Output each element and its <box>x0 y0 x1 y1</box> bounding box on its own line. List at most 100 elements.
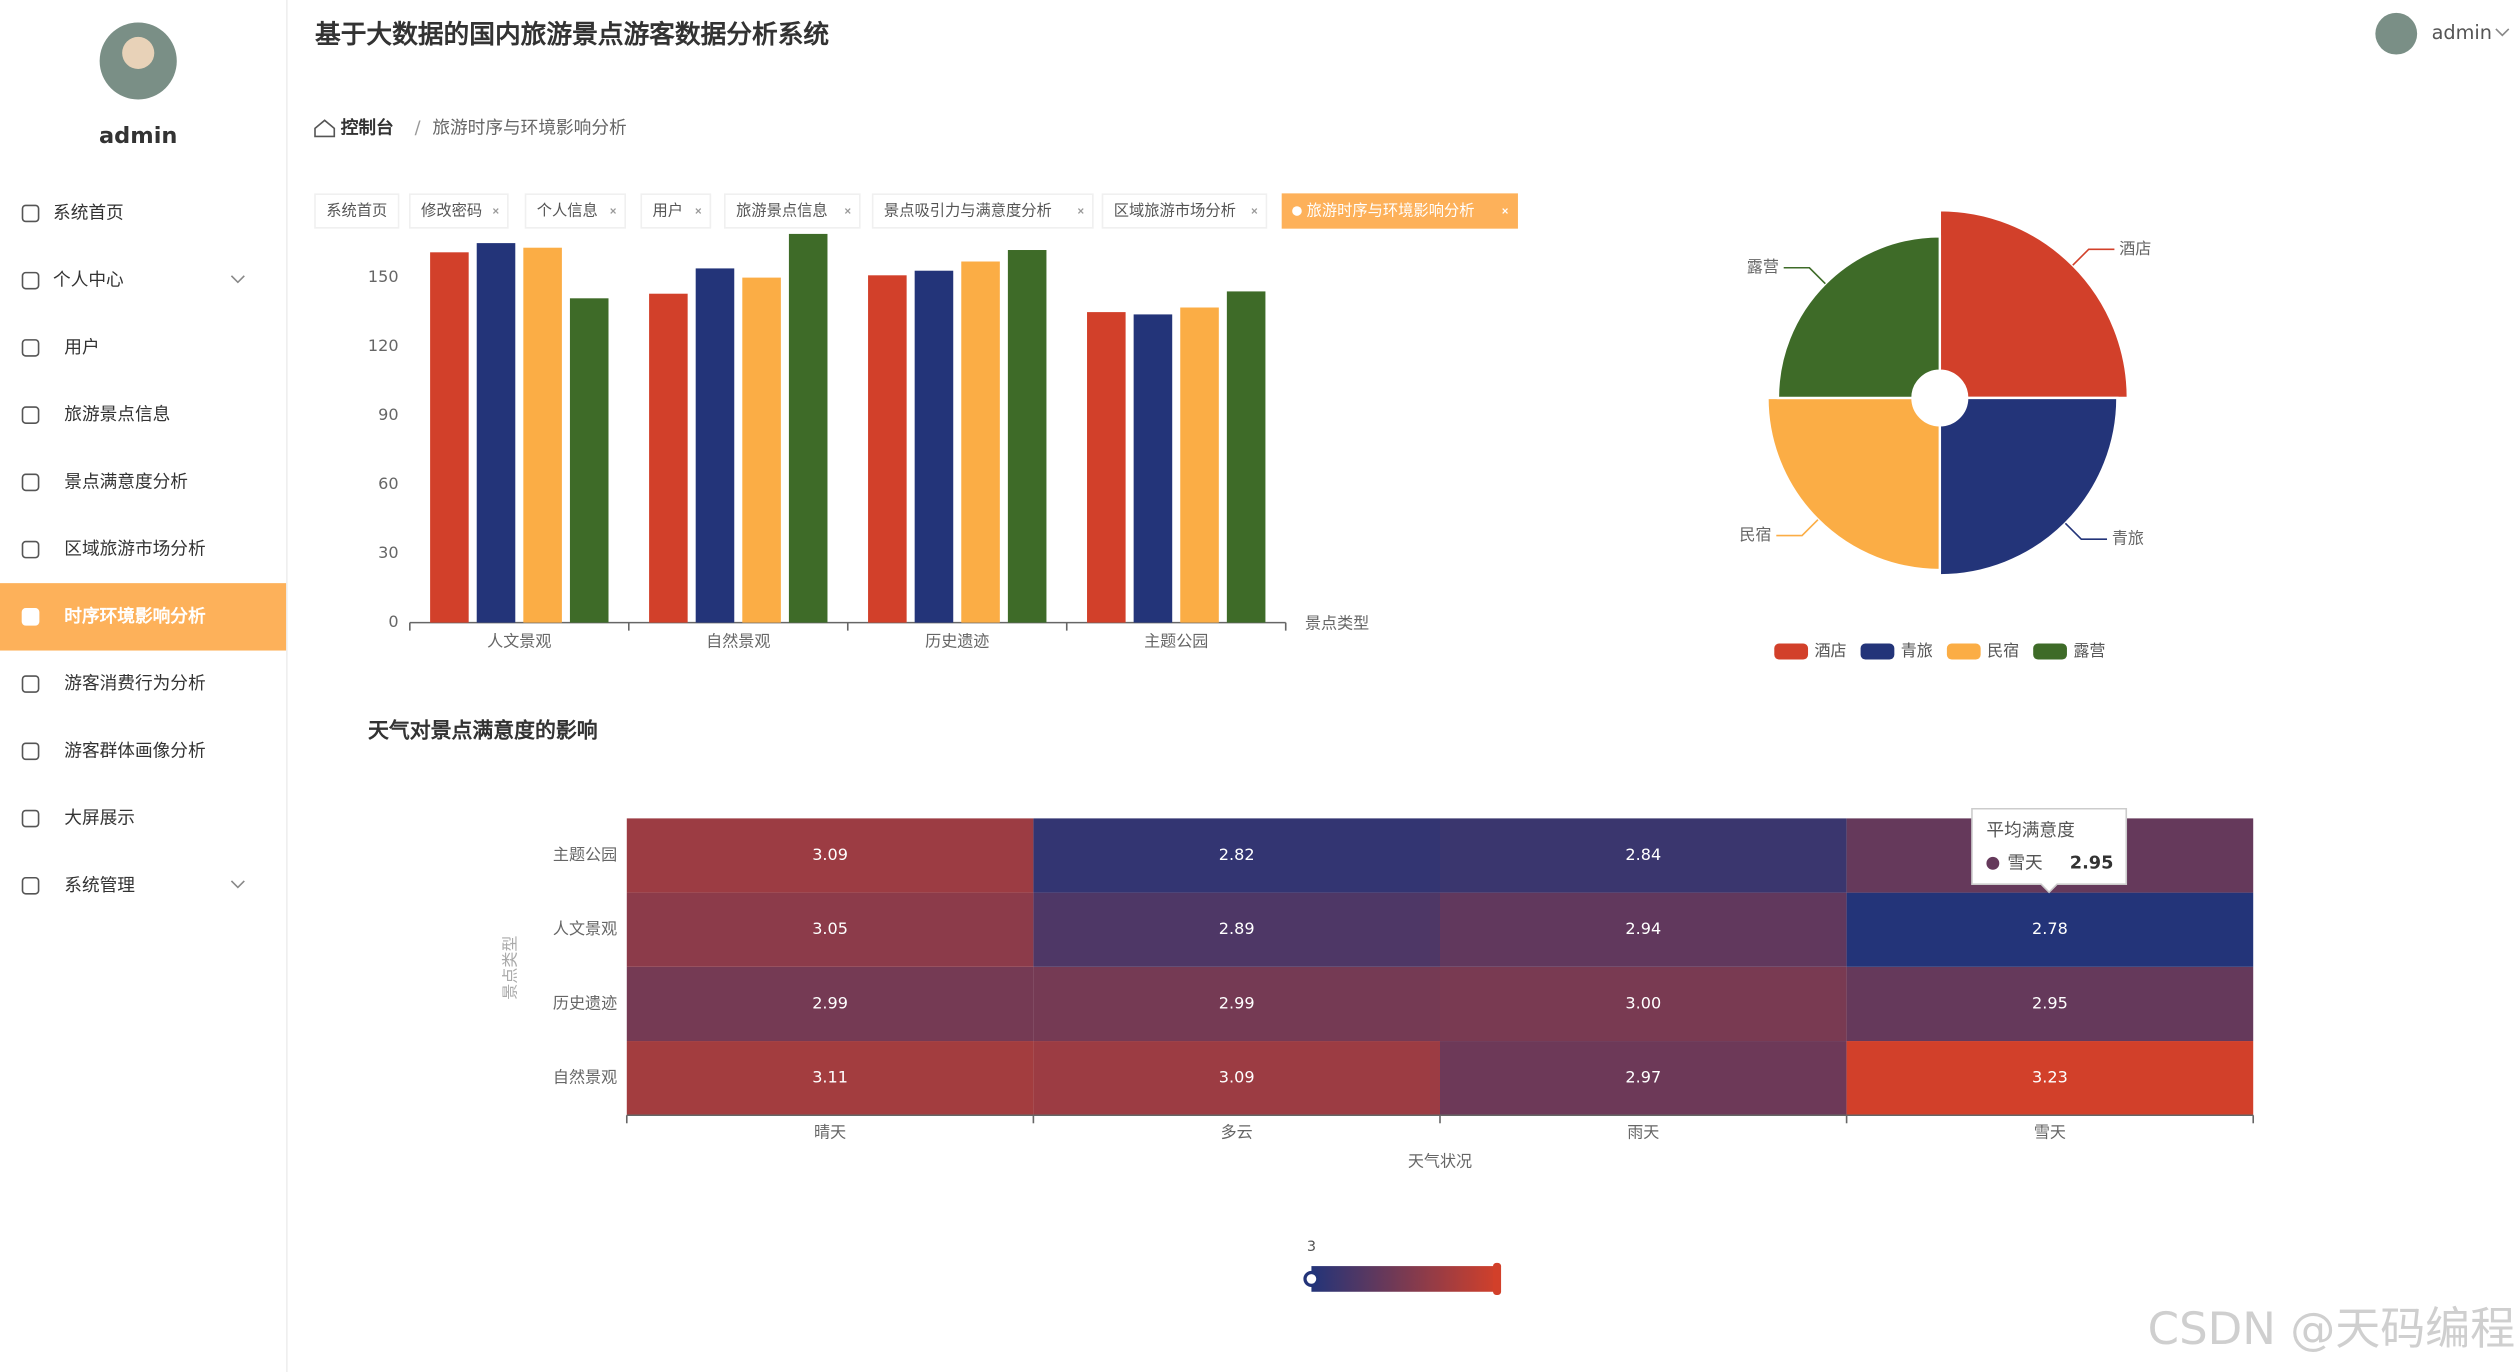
header-avatar[interactable] <box>2375 12 2418 55</box>
tab-close[interactable] <box>1077 208 1084 214</box>
heat-cell[interactable] <box>1440 1041 1847 1116</box>
legend-label[interactable]: 青旅 <box>1901 641 1933 660</box>
x-tick-label: 历史遗迹 <box>925 631 989 650</box>
pie-label: 民宿 <box>1739 525 1771 544</box>
tab[interactable] <box>724 193 861 229</box>
bar <box>1007 250 1047 623</box>
heat-cell[interactable] <box>626 818 1034 893</box>
cell-label: 3.05 <box>812 919 848 938</box>
bar <box>1133 314 1173 623</box>
legend-swatch[interactable] <box>1946 643 1981 660</box>
tab[interactable] <box>409 193 509 229</box>
x-axis-name: 景点类型 <box>1305 614 1369 633</box>
heat-cell[interactable] <box>1033 1041 1440 1116</box>
tab[interactable] <box>1281 193 1518 229</box>
cell-label: 2.94 <box>1625 919 1661 938</box>
x-tick-label: 雨天 <box>1627 1122 1659 1141</box>
tab-close[interactable] <box>844 208 851 214</box>
tab-dot <box>1292 206 1302 216</box>
label-line <box>2064 522 2108 541</box>
heat-cell[interactable] <box>1033 892 1440 967</box>
tab[interactable] <box>1101 193 1268 229</box>
legend-label[interactable]: 酒店 <box>1814 641 1846 660</box>
tab-label[interactable]: 旅游时序与环境影响分析 <box>1307 202 1475 220</box>
label-line <box>1776 519 1819 537</box>
menu-icon <box>21 473 40 492</box>
menu-item[interactable]: 用户 <box>64 337 99 358</box>
y-axis-name: 景点类型 <box>501 936 520 1000</box>
tab-label[interactable]: 个人信息 <box>537 202 598 220</box>
heat-cell[interactable] <box>626 892 1034 967</box>
tab-close[interactable] <box>1502 208 1508 214</box>
heat-cell[interactable] <box>1440 818 1847 893</box>
menu-item[interactable]: 景点满意度分析 <box>64 471 188 492</box>
cell-label: 2.89 <box>1219 919 1255 938</box>
visual-map[interactable] <box>1311 1266 1498 1292</box>
heat-cell[interactable] <box>1440 966 1847 1042</box>
pie-slice <box>1776 235 1942 400</box>
legend-swatch[interactable] <box>1774 643 1809 660</box>
legend-swatch[interactable] <box>1860 643 1895 660</box>
heat-cell[interactable] <box>626 1041 1034 1116</box>
tab-close[interactable] <box>695 208 702 214</box>
tab-close[interactable] <box>1251 208 1258 214</box>
tab[interactable] <box>524 193 626 229</box>
x-tick-label: 人文景观 <box>487 631 551 650</box>
tab-close[interactable] <box>492 208 499 214</box>
cell-label: 2.78 <box>2032 919 2068 938</box>
bar <box>523 247 562 623</box>
chart-title: 天气对景点满意度的影响 <box>368 719 598 743</box>
legend-swatch[interactable] <box>2033 643 2067 660</box>
y-tick-label: 主题公园 <box>553 845 617 864</box>
tab-label[interactable]: 旅游景点信息 <box>736 202 828 220</box>
breadcrumb-current: 旅游时序与环境影响分析 <box>432 117 626 138</box>
menu-item[interactable]: 系统首页 <box>53 202 124 223</box>
breadcrumb-home[interactable]: 控制台 <box>341 116 394 138</box>
menu-item[interactable]: 游客群体画像分析 <box>64 740 205 761</box>
y-tick-label: 150 <box>368 267 399 286</box>
heat-cell[interactable] <box>1846 966 2254 1042</box>
avatar-face <box>122 36 155 70</box>
heat-cell[interactable] <box>1033 818 1440 893</box>
menu-arrow <box>230 275 245 284</box>
heat-cell[interactable] <box>1846 1041 2254 1116</box>
tab-close[interactable] <box>610 208 616 214</box>
menu-item[interactable]: 游客消费行为分析 <box>64 673 205 694</box>
cell-label: 3.09 <box>812 845 848 864</box>
heat-cell[interactable] <box>626 966 1034 1042</box>
menu-item[interactable]: 大屏展示 <box>64 808 135 829</box>
tab-label[interactable]: 景点吸引力与满意度分析 <box>884 202 1052 220</box>
legend-label[interactable]: 民宿 <box>1987 641 2019 660</box>
tab-label[interactable]: 修改密码 <box>421 202 482 220</box>
heat-cell[interactable] <box>1440 892 1847 967</box>
tooltip-value: 2.95 <box>2070 853 2114 873</box>
bar <box>649 293 688 623</box>
tab-label[interactable]: 系统首页 <box>326 202 387 220</box>
menu-arrow <box>230 880 245 889</box>
heat-cell[interactable] <box>1033 966 1440 1042</box>
y-tick-label: 历史遗迹 <box>553 993 617 1012</box>
tab-label[interactable]: 区域旅游市场分析 <box>1114 202 1236 220</box>
vm-handle[interactable] <box>1493 1262 1502 1295</box>
vm-text: 3 <box>1307 1239 1316 1255</box>
cell-label: 2.99 <box>1219 993 1255 1012</box>
heat-cell[interactable] <box>1846 892 2254 967</box>
tab[interactable] <box>871 193 1094 229</box>
menu-item[interactable]: 旅游景点信息 <box>64 404 170 425</box>
cell-label: 3.11 <box>812 1068 848 1087</box>
x-tick-label: 晴天 <box>814 1122 846 1141</box>
label-line <box>1783 266 1826 285</box>
label-line <box>2072 248 2115 266</box>
bar <box>430 252 469 623</box>
bar <box>914 270 954 623</box>
header-user[interactable]: admin <box>2432 21 2492 44</box>
menu-item[interactable]: 个人中心 <box>53 270 124 291</box>
legend-label[interactable]: 露营 <box>2073 641 2105 660</box>
vm-handle[interactable] <box>1303 1270 1320 1287</box>
menu-item[interactable]: 区域旅游市场分析 <box>64 539 205 560</box>
menu-item[interactable]: 系统管理 <box>64 875 135 896</box>
tab-label[interactable]: 用户 <box>653 202 684 220</box>
menu-item[interactable]: 时序环境影响分析 <box>64 605 206 627</box>
bar <box>788 233 828 623</box>
tab[interactable] <box>314 193 400 229</box>
